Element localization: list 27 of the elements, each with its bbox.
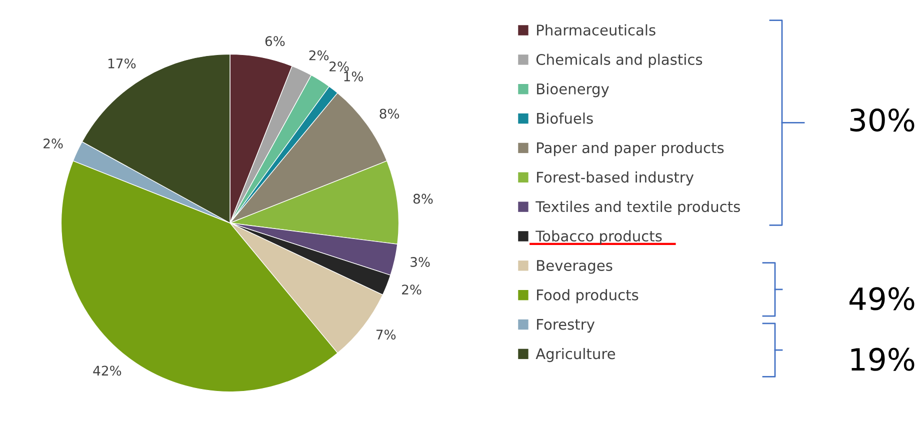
data-label: 17% bbox=[108, 58, 136, 68]
legend-label: Forestry bbox=[537, 318, 595, 333]
data-label: 42% bbox=[93, 366, 122, 376]
legend-label: Paper and paper products bbox=[537, 142, 724, 156]
text: 19% bbox=[851, 348, 914, 371]
text: 49% bbox=[849, 287, 914, 310]
data-label: 2% bbox=[309, 50, 329, 60]
data-label: 6% bbox=[265, 36, 285, 46]
data-label: 2% bbox=[330, 62, 349, 72]
legend-label: Forest-based industry bbox=[537, 171, 694, 186]
data-label: 2% bbox=[402, 284, 422, 295]
text: 30% bbox=[850, 108, 914, 132]
legend-label: Biofuels bbox=[537, 112, 593, 124]
legend-label: Beverages bbox=[537, 260, 612, 274]
data-label: 2% bbox=[44, 138, 63, 148]
legend-label: Textiles and textile products bbox=[536, 200, 740, 215]
legend-label: Pharmaceuticals bbox=[537, 24, 656, 36]
legend-label: Chemicals and plastics bbox=[536, 54, 702, 68]
legend-label: Tobacco products bbox=[536, 230, 662, 244]
data-label: 8% bbox=[413, 194, 433, 204]
legend-label: Agriculture bbox=[536, 348, 616, 362]
data-label: 1% bbox=[344, 71, 363, 82]
data-label: 8% bbox=[380, 108, 400, 119]
legend-label: Food products bbox=[537, 289, 638, 304]
data-label: 3% bbox=[410, 256, 430, 267]
data-label: 7% bbox=[376, 330, 396, 340]
legend-label: Bioenergy bbox=[537, 83, 609, 98]
